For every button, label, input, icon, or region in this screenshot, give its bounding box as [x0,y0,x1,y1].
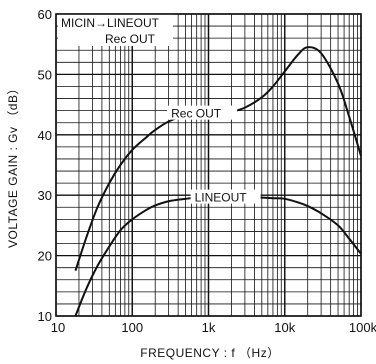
x-tick-label: 100 [121,320,143,335]
tick-labels: 10 20 30 40 50 60 10 100 1k 10k 100k [38,7,376,335]
x-tick-label: 10k [274,320,295,335]
y-tick-label: 20 [38,249,52,264]
curve-label-lineout: LINEOUT [195,191,248,205]
x-axis-title: FREQUENCY : f （Hz） [140,346,279,360]
legend-line-2: Rec OUT [105,32,156,46]
y-tick-label: 60 [38,7,52,22]
curves: Rec OUT LINEOUT [74,46,362,317]
legend-box [58,14,173,46]
x-tick-label: 1k [202,320,216,335]
plot-frame [55,13,362,317]
y-tick-label: 50 [38,67,52,82]
legend-line-1: MICIN→LINEOUT [61,16,160,30]
series-line-lineout [74,196,362,317]
y-tick-label: 10 [38,309,52,324]
x-tick-label: 10 [51,320,65,335]
curve-label-backing [167,105,238,120]
curve-label-backing [190,189,261,204]
x-tick-label: 100k [349,320,376,335]
curve-label-rec-out: Rec OUT [171,107,222,121]
y-tick-label: 40 [38,128,52,143]
y-tick-label: 30 [38,188,52,203]
y-axis-title: VOLTAGE GAIN : Gv （dB） [6,82,20,248]
grid-lines [55,13,362,317]
